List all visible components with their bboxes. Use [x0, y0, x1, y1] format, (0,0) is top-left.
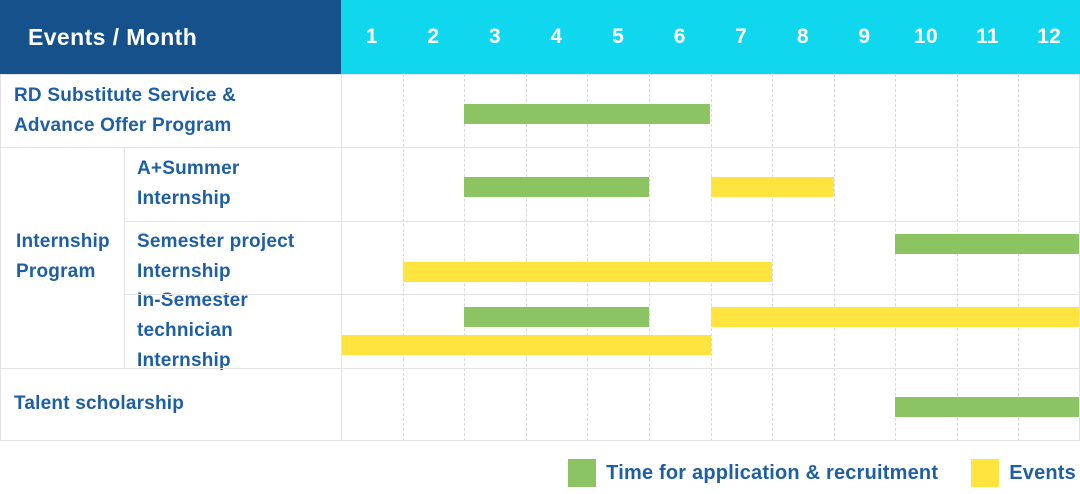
- row-divider: [0, 367, 1080, 369]
- label-chart-divider: [341, 74, 342, 441]
- month-header-12: 12: [1037, 25, 1062, 48]
- gantt-row-label: Talent scholarship: [14, 393, 185, 415]
- month-header-7: 7: [735, 25, 748, 48]
- group-divider: [124, 147, 125, 368]
- gantt-bar-events: [710, 307, 1080, 328]
- table-left-border: [0, 74, 1, 441]
- gantt-row-label: RD Substitute Service & Advance Offer Pr…: [14, 84, 237, 136]
- row-divider: [0, 147, 1080, 149]
- month-gridline: [956, 74, 958, 441]
- legend-item-events: Events: [971, 459, 1076, 487]
- month-header-row: 1 2 3 4 5 6 7 8 9 10 11 12: [341, 0, 1080, 74]
- month-header-4: 4: [550, 25, 563, 48]
- legend: Time for application & recruitment Events: [0, 458, 1076, 488]
- month-gridline: [895, 74, 897, 441]
- gantt-bar-recruitment: [895, 397, 1080, 418]
- gantt-bar-recruitment: [464, 177, 649, 198]
- subrow-divider: [124, 294, 1080, 296]
- month-gridline: [710, 74, 712, 441]
- month-header-10: 10: [914, 25, 938, 48]
- month-gridline: [772, 74, 774, 441]
- gantt-bar-events: [710, 177, 834, 198]
- month-gridline: [648, 74, 650, 441]
- gantt-body: RD Substitute Service & Advance Offer Pr…: [0, 74, 1080, 441]
- month-header-5: 5: [612, 25, 625, 48]
- legend-label-recruitment: Time for application & recruitment: [606, 461, 939, 484]
- gantt-subrow-label: Semester project Internship: [137, 231, 295, 283]
- month-gridline: [402, 74, 404, 441]
- month-header-3: 3: [488, 25, 501, 48]
- row-divider: [0, 440, 1080, 441]
- gantt-bar-recruitment: [464, 103, 711, 124]
- month-gridline: [587, 74, 589, 441]
- table-header-events-month: Events / Month: [0, 0, 341, 74]
- month-header-11: 11: [976, 25, 999, 48]
- month-gridline: [1018, 74, 1020, 441]
- gantt-table: Events / Month 1 2 3 4 5 6 7 8 9 10 11 12 RD Substi…: [0, 0, 1080, 441]
- month-header-8: 8: [796, 25, 809, 48]
- month-header-1: 1: [365, 25, 378, 48]
- header-title: Events / Month: [28, 23, 198, 50]
- gantt-bar-recruitment: [464, 307, 649, 328]
- legend-swatch-events: [971, 459, 1000, 487]
- legend-label-events: Events: [1009, 461, 1076, 484]
- legend-item-recruitment: Time for application & recruitment: [568, 459, 938, 487]
- month-gridline: [464, 74, 466, 441]
- gantt-group-label: Internship Program: [16, 231, 110, 283]
- month-gridline: [525, 74, 527, 441]
- gantt-bar-events: [341, 335, 711, 356]
- month-header-6: 6: [673, 25, 686, 48]
- month-gridline: [833, 74, 835, 441]
- gantt-bar-events: [402, 261, 773, 282]
- gantt-subrow-label: In-Semester technician Internship: [137, 289, 248, 371]
- month-header-2: 2: [427, 25, 440, 48]
- row-divider: [0, 74, 1080, 75]
- gantt-subrow-label: A+Summer Internship: [137, 158, 240, 210]
- month-header-9: 9: [858, 25, 871, 48]
- legend-swatch-recruitment: [568, 459, 597, 487]
- subrow-divider: [124, 220, 1080, 222]
- gantt-bar-recruitment: [895, 233, 1080, 254]
